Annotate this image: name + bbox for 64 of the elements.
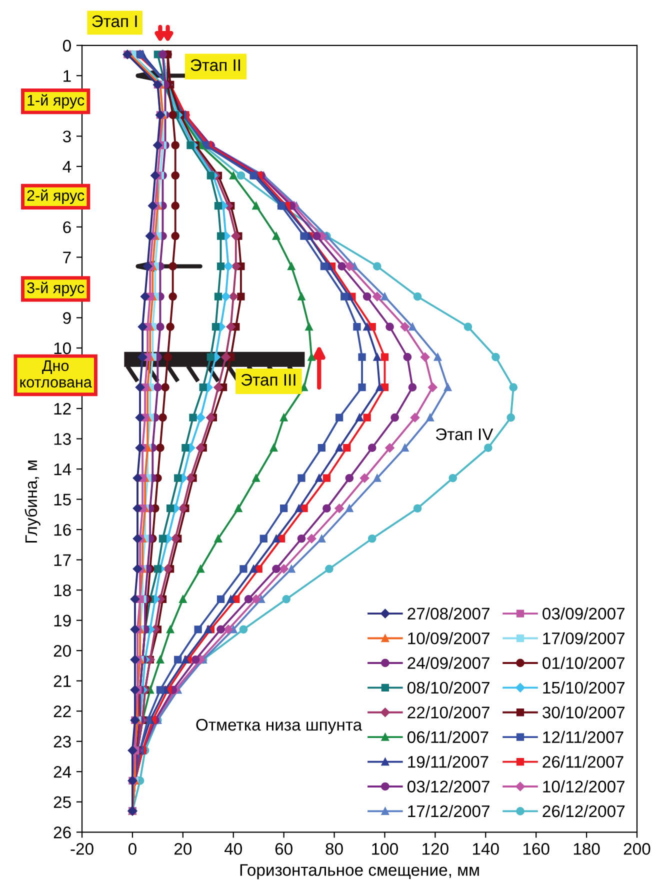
annotation: 1-й ярус <box>28 94 84 109</box>
legend-label: 08/10/2007 <box>408 681 490 694</box>
y-tick-label: 15 <box>54 494 71 506</box>
x-tick-label: 80 <box>326 843 343 855</box>
legend-label: 17/12/2007 <box>408 804 490 818</box>
y-tick-label: 24 <box>54 766 72 778</box>
x-tick-label: 180 <box>574 843 600 855</box>
y-tick-label: 9 <box>63 312 71 324</box>
annotation: Этап IV <box>436 428 494 440</box>
legend-label: 03/09/2007 <box>542 607 624 620</box>
y-tick-label: 14 <box>54 464 72 476</box>
legend-label: 22/10/2007 <box>408 706 490 718</box>
x-tick-label: 100 <box>372 843 398 855</box>
x-tick-label: 0 <box>128 843 136 855</box>
y-tick-label: 23 <box>54 736 71 748</box>
annotation: Этап II <box>190 59 240 72</box>
text: Этап I <box>92 15 137 28</box>
annotation: 2-й ярус <box>27 189 84 204</box>
x-axis-title: Горизонтальное смещение, мм <box>240 864 479 880</box>
y-tick-label: 22 <box>54 706 71 718</box>
y-tick-label: 7 <box>63 252 71 264</box>
y-tick-label: 6 <box>63 221 71 234</box>
y-tick-label: 20 <box>54 644 71 657</box>
legend-label: 12/11/2007 <box>543 730 624 744</box>
legend-label: 19/11/2007 <box>408 756 488 768</box>
annotation: 3-й ярус <box>27 282 84 296</box>
x-tick-label: 200 <box>624 843 650 855</box>
legend-label: 26/12/2007 <box>542 804 624 818</box>
x-tick-label: 60 <box>275 843 292 855</box>
x-tick-label: 120 <box>422 843 448 855</box>
legend-label: 24/09/2007 <box>408 656 490 669</box>
y-tick-label: 21 <box>54 675 71 687</box>
x-tick-label: 40 <box>224 843 242 855</box>
y-tick-label: 18 <box>54 584 71 596</box>
x-tick-label: -20 <box>70 843 94 855</box>
y-tick-label: 10 <box>54 342 71 354</box>
annotation: Отметка низа шпунта <box>196 718 362 734</box>
legend-label: 03/12/2007 <box>408 780 490 792</box>
y-tick-label: 12 <box>54 402 71 415</box>
y-tick-label: 17 <box>54 554 71 566</box>
legend-label: 10/09/2007 <box>408 632 490 644</box>
annotation: Дно котлована <box>20 360 92 388</box>
x-tick-label: 140 <box>473 843 499 855</box>
legend-label: 27/08/2007 <box>408 607 490 620</box>
y-tick-label: 0 <box>62 40 71 52</box>
y-tick-label: 19 <box>54 614 71 627</box>
legend-label: 26/11/2007 <box>542 756 624 768</box>
y-tick-label: 13 <box>54 433 71 445</box>
y-tick-label: 25 <box>54 796 71 808</box>
legend-label: 30/10/2007 <box>542 706 624 718</box>
legend-label: 06/11/2007 <box>408 730 488 744</box>
legend-label: 01/10/2007 <box>542 656 624 669</box>
legend-label: 10/12/2007 <box>543 780 624 792</box>
annotation: Этап III <box>241 374 296 386</box>
y-tick-label: 1 <box>64 70 71 82</box>
y-axis-title: Глубина, м <box>24 460 40 543</box>
x-tick-label: 160 <box>523 843 550 855</box>
y-tick-label: 26 <box>54 826 71 838</box>
x-tick-label: 20 <box>174 843 192 855</box>
y-tick-label: 3 <box>62 130 71 142</box>
y-tick-label: 16 <box>54 524 71 536</box>
y-tick-label: 4 <box>62 161 72 172</box>
legend-label: 17/09/2007 <box>543 632 624 644</box>
legend-label: 15/10/2007 <box>543 681 624 694</box>
